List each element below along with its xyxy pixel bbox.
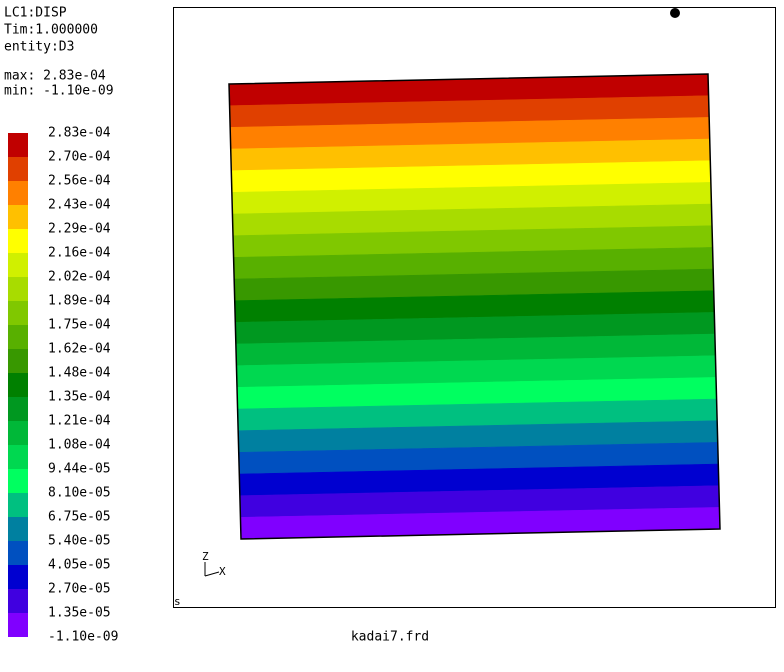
legend-label: 1.89e-04 (48, 294, 111, 309)
legend-label: 2.70e-05 (48, 582, 111, 597)
marker-dot (670, 8, 680, 18)
legend-swatch (8, 349, 28, 373)
contour-plate (228, 73, 721, 540)
view-frame (173, 7, 776, 608)
legend-label: 1.75e-04 (48, 318, 111, 333)
legend-label: 2.83e-04 (48, 126, 111, 141)
color-legend: 2.83e-04 2.70e-04 2.56e-04 2.43e-04 2.29e-04… (8, 126, 118, 645)
legend-label: 1.08e-04 (48, 438, 111, 453)
legend-swatch (8, 301, 28, 325)
corner-mark: s (174, 595, 181, 608)
axis-triad (204, 562, 220, 577)
legend-swatch (8, 373, 28, 397)
time-label: Tim:1.000000 (4, 23, 98, 38)
legend-swatch (8, 229, 28, 253)
legend-label: 1.35e-05 (48, 606, 111, 621)
legend-swatch (8, 565, 28, 589)
legend-swatch (8, 541, 28, 565)
legend-swatch (8, 205, 28, 229)
legend-label: 2.02e-04 (48, 270, 111, 285)
legend-swatch (8, 613, 28, 637)
legend-label: 1.48e-04 (48, 366, 111, 381)
legend-label: 1.35e-04 (48, 390, 111, 405)
legend-label: 1.21e-04 (48, 414, 111, 429)
legend-swatch (8, 493, 28, 517)
legend-label: 2.29e-04 (48, 222, 111, 237)
triad-x: X (219, 565, 226, 578)
legend-swatch (8, 589, 28, 613)
legend-label: 5.40e-05 (48, 534, 111, 549)
legend-label: 2.70e-04 (48, 150, 111, 165)
legend-label: 2.43e-04 (48, 198, 111, 213)
plate-outline (228, 73, 721, 540)
legend-swatch (8, 325, 28, 349)
legend-swatch (8, 157, 28, 181)
legend-label: -1.10e-09 (48, 630, 118, 645)
entity-label: entity:D3 (4, 40, 74, 55)
filename: kadai7.frd (351, 630, 429, 645)
legend-swatch (8, 277, 28, 301)
legend-swatch (8, 445, 28, 469)
legend-label: 9.44e-05 (48, 462, 111, 477)
legend-label: 2.16e-04 (48, 246, 111, 261)
legend-swatch (8, 397, 28, 421)
legend-label: 2.56e-04 (48, 174, 111, 189)
min-label: min: -1.10e-09 (4, 84, 114, 99)
legend-label: 6.75e-05 (48, 510, 111, 525)
legend-label: 1.62e-04 (48, 342, 111, 357)
legend-label: 8.10e-05 (48, 486, 111, 501)
legend-swatch (8, 421, 28, 445)
case-label: LC1:DISP (4, 6, 67, 21)
legend-swatch (8, 133, 28, 157)
triad-z: Z (202, 550, 209, 563)
legend-label: 4.05e-05 (48, 558, 111, 573)
legend-swatch (8, 253, 28, 277)
legend-swatch (8, 469, 28, 493)
legend-swatch (8, 517, 28, 541)
max-label: max: 2.83e-04 (4, 69, 106, 84)
legend-swatch (8, 181, 28, 205)
